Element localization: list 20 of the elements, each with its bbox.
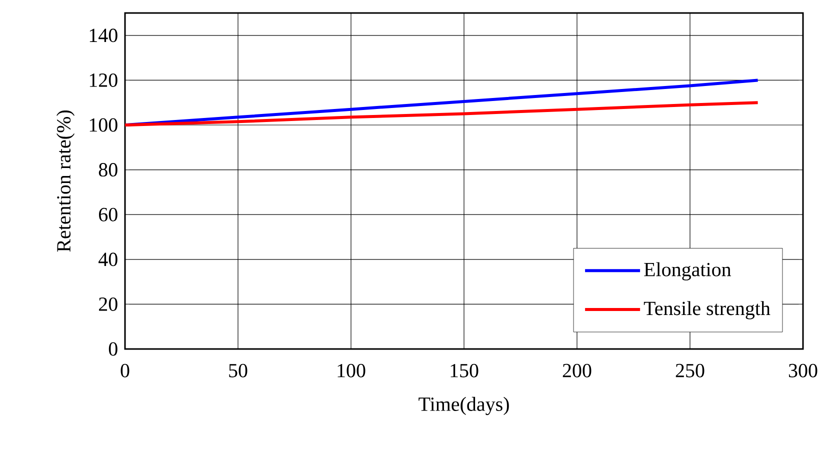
y-tick-label: 100 xyxy=(90,118,118,132)
legend-label: Tensile strength xyxy=(644,301,770,320)
y-tick-label: 80 xyxy=(98,163,118,177)
y-tick-label: 120 xyxy=(90,73,118,87)
x-tick-label: 200 xyxy=(562,364,592,378)
y-tick-label: 0 xyxy=(108,342,118,356)
x-tick-label: 250 xyxy=(676,364,704,378)
y-tick-label: 40 xyxy=(98,252,118,266)
y-tick-label: 60 xyxy=(99,208,118,222)
y-tick-label: 140 xyxy=(90,28,118,42)
x-tick-label: 50 xyxy=(229,364,248,378)
y-tick-label: 20 xyxy=(99,297,118,311)
x-tick-label: 0 xyxy=(120,364,130,378)
y-axis-title: Retention rate(%) xyxy=(56,110,75,252)
legend-label: Elongation xyxy=(644,262,732,280)
line-series xyxy=(125,101,760,126)
x-tick-label: 150 xyxy=(450,364,478,378)
x-axis-title: Time(days) xyxy=(418,396,509,416)
x-tick-label: 300 xyxy=(788,364,818,378)
x-tick-label: 100 xyxy=(338,364,366,378)
